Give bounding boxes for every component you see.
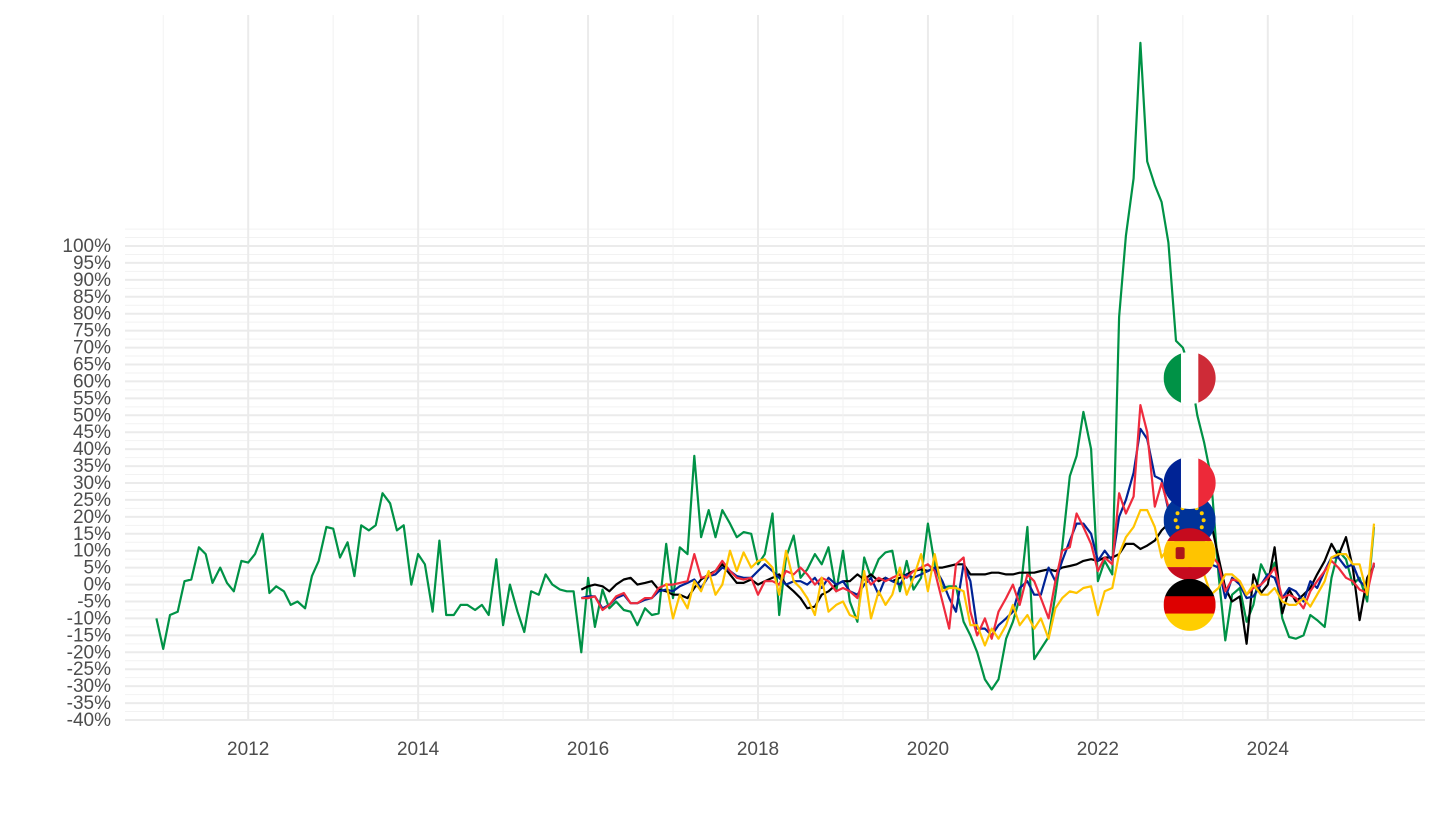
y-tick-label: 10% bbox=[73, 541, 111, 562]
x-tick-label: 2020 bbox=[907, 739, 949, 760]
x-tick-label: 2014 bbox=[397, 739, 440, 760]
x-tick-label: 2016 bbox=[567, 739, 609, 760]
y-tick-label: -30% bbox=[67, 676, 111, 697]
y-tick-label: 90% bbox=[73, 270, 111, 291]
x-tick-label: 2012 bbox=[227, 739, 269, 760]
y-tick-label: -35% bbox=[67, 693, 111, 714]
series-lines bbox=[155, 41, 1376, 691]
y-tick-label: 25% bbox=[73, 490, 111, 511]
x-tick-label: 2018 bbox=[737, 739, 779, 760]
y-tick-label: -40% bbox=[67, 710, 111, 731]
y-tick-label: 50% bbox=[73, 405, 111, 426]
y-tick-label: 85% bbox=[73, 287, 111, 308]
y-tick-label: 60% bbox=[73, 371, 111, 392]
y-tick-label: 15% bbox=[73, 524, 111, 545]
y-tick-label: 55% bbox=[73, 388, 111, 409]
spain-flag-icon bbox=[1163, 528, 1216, 581]
y-tick-label: -5% bbox=[77, 592, 111, 613]
series-line bbox=[665, 509, 1376, 647]
flag-markers bbox=[1163, 352, 1216, 631]
y-tick-label: -15% bbox=[67, 625, 111, 646]
y-tick-label: 30% bbox=[73, 473, 111, 494]
germany-flag-icon bbox=[1163, 578, 1216, 631]
series-line bbox=[581, 427, 1376, 637]
x-tick-label: 2022 bbox=[1077, 739, 1119, 760]
y-tick-label: 80% bbox=[73, 304, 111, 325]
y-tick-label: 0% bbox=[84, 575, 112, 596]
y-tick-label: 70% bbox=[73, 338, 111, 359]
italy-flag-icon bbox=[1163, 352, 1216, 405]
y-tick-label: 5% bbox=[84, 558, 112, 579]
y-tick-label: 75% bbox=[73, 321, 111, 342]
y-tick-label: -10% bbox=[67, 608, 111, 629]
y-tick-label: 100% bbox=[62, 236, 111, 257]
y-tick-label: 95% bbox=[73, 253, 111, 274]
y-tick-label: 20% bbox=[73, 507, 111, 528]
y-tick-label: 65% bbox=[73, 355, 111, 376]
y-tick-label: -20% bbox=[67, 642, 111, 663]
y-tick-label: 45% bbox=[73, 422, 111, 443]
y-tick-label: 35% bbox=[73, 456, 111, 477]
x-tick-label: 2024 bbox=[1247, 739, 1290, 760]
france-flag-icon bbox=[1163, 457, 1216, 509]
y-tick-label: 40% bbox=[73, 439, 111, 460]
x-axis-ticks: 2012 2014 2016 2018 2020 2022 2024 bbox=[227, 739, 1289, 760]
series-line bbox=[155, 41, 1376, 691]
y-tick-label: -25% bbox=[67, 659, 111, 680]
y-axis-ticks: 100%95%90%85%80%75%70%65%60%55%50%45%40%… bbox=[62, 236, 111, 731]
